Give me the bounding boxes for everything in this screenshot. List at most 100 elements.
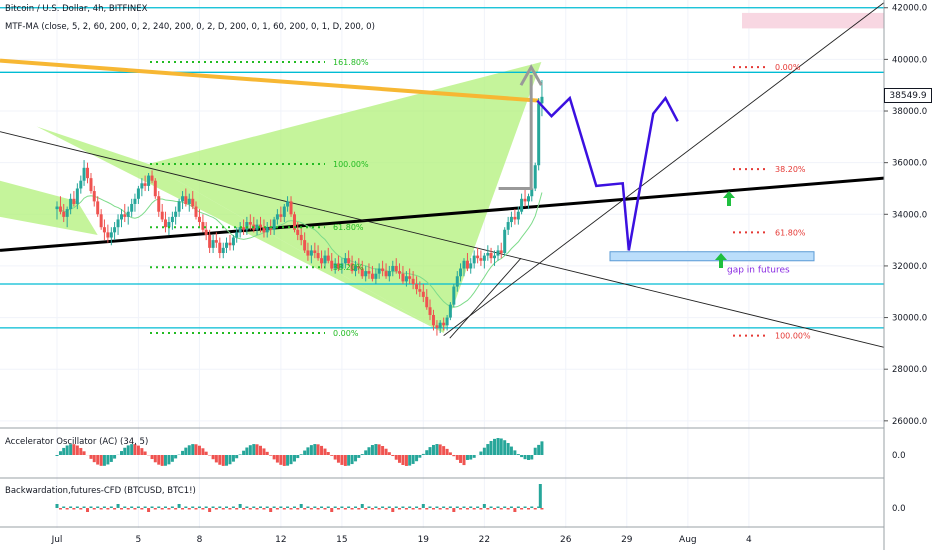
bw-bar [201,508,205,510]
candle-body [299,234,303,241]
ac-bar [187,445,191,455]
gap-label: gap in futures [727,265,790,275]
ac-bar [197,445,201,455]
candle-body [462,260,466,269]
bw-bar [384,508,388,510]
candle-body [418,289,422,292]
bw-bar [455,506,459,508]
ac-bar [262,448,266,455]
candle-body [79,180,83,189]
price-tick-label: 30000.0 [892,314,927,324]
ac-bar [259,445,262,455]
price-tick-label: 36000.0 [892,159,927,169]
ac-bar [245,447,249,455]
candle-body [214,240,218,243]
bw-bar [354,506,358,508]
ac-bar [299,454,303,455]
candle-body [211,240,215,248]
candle-body [126,211,130,217]
time-tick-label: 19 [418,535,430,545]
ac-bar [194,444,198,455]
candle-body [262,227,266,233]
ac-bar [238,454,242,455]
pattern-bcd [148,61,542,334]
bw-bar [408,506,412,508]
candle-body [167,222,171,228]
ac-bar [503,440,507,455]
bw-bar [537,506,541,508]
bw-bar [486,508,490,510]
ma-short-line [56,192,543,308]
bw-bar [489,506,493,508]
bw-bar [313,506,317,508]
ac-bar [506,443,510,455]
bw-bar [459,508,463,510]
bw-bar [394,506,398,508]
bw-bar [116,504,120,508]
bw-bar [106,508,110,510]
indicator-label: MTF-MA (close, 5, 2, 60, 200, 0, 2, 240,… [5,22,375,32]
ac-bar [163,455,167,466]
candle-body [404,276,408,282]
bw-bar [306,506,310,508]
bw-bar [452,508,456,512]
ac-bar [269,455,273,456]
candle-body [493,255,497,259]
candle-body [275,214,279,220]
bw-bar [69,506,73,508]
bw-bar [503,506,507,508]
grey-arrowhead [519,64,543,86]
ac-bar [472,455,476,458]
bw-bar [86,508,90,512]
ac-bar [445,448,449,455]
candle-body [160,211,164,220]
ac-bar [313,444,317,455]
candle-body [469,263,473,269]
ac-bar [252,444,256,455]
candle-body [201,222,205,230]
fib-left-label: 161.80% [333,58,369,67]
candle-body [204,229,208,235]
candle-body [86,167,90,179]
bw-bar [130,506,134,508]
candle-body [506,222,510,230]
ac-bar [482,447,486,455]
bw-bar [527,508,531,510]
candle-body [113,227,117,233]
bw-bar [357,508,361,510]
bw-bar [245,506,249,508]
ac-bar [486,444,490,455]
candle-body [140,183,144,189]
ac-bar [336,455,340,463]
bw-bar [62,506,66,508]
bw-bar [235,508,239,510]
price-tick-label: 40000.0 [892,55,927,65]
ac-bar [421,453,425,455]
candle-body [218,242,222,254]
bw-bar [82,506,86,508]
time-tick-label: Aug [679,535,697,545]
ac-bar [333,455,337,460]
bw-bar [75,506,79,508]
ac-bar [401,455,405,466]
candle-body [221,247,225,254]
ac-bar [143,451,147,455]
bw-bar [167,508,171,510]
candle-body [174,211,178,217]
ac-bar [292,455,296,462]
ac-bar [462,455,466,466]
bw-bar [476,506,480,508]
price-tick-label: 32000.0 [892,262,927,272]
ac-bar [160,455,164,466]
candle-body [482,255,486,261]
candle-body [133,198,137,204]
price-tick-label: 38000.0 [892,107,927,117]
bw-bar [248,508,252,510]
bw-bar [72,508,76,510]
candle-body [364,271,368,277]
candle-body [147,175,151,186]
fib-right-label: 100.00% [775,332,811,341]
time-tick-label: 22 [479,535,490,545]
fib-left-label: 38.20% [333,263,364,272]
ac-bar [323,448,327,455]
